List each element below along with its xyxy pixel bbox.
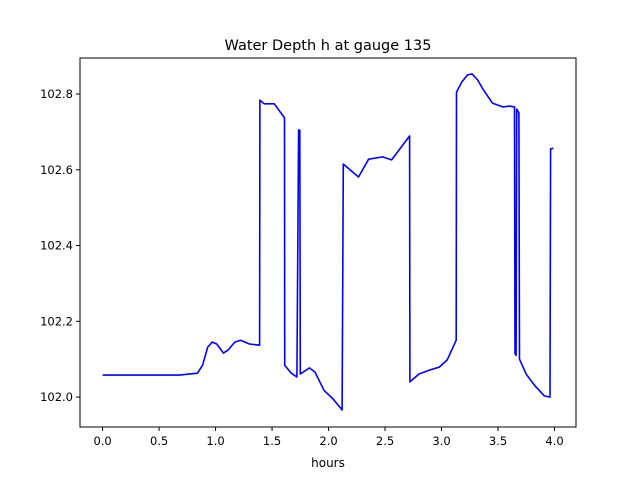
- chart-title: Water Depth h at gauge 135: [225, 38, 432, 54]
- x-tick-label: 4.0: [545, 434, 563, 448]
- x-axis: 0.0 0.5 1.0 1.5 2.0 2.5 3.0 3.5 4.0: [93, 427, 564, 448]
- x-tick-label: 1.5: [263, 434, 281, 448]
- x-tick-label: 2.0: [319, 434, 337, 448]
- axes-frame: [79, 57, 577, 428]
- plot-area: [102, 73, 554, 411]
- x-axis-label: hours: [311, 456, 345, 470]
- x-tick-label: 3.5: [489, 434, 507, 448]
- series-line-h: [102, 73, 554, 411]
- y-tick-label: 102.2: [40, 314, 73, 328]
- y-tick-label: 102.0: [40, 390, 73, 404]
- y-tick-label: 102.4: [40, 239, 73, 253]
- x-tick-label: 1.0: [206, 434, 224, 448]
- x-tick-label: 0.0: [93, 434, 111, 448]
- x-tick-label: 2.5: [376, 434, 394, 448]
- x-tick-label: 3.0: [432, 434, 450, 448]
- x-tick-label: 0.5: [150, 434, 168, 448]
- y-axis: 102.0 102.2 102.4 102.6 102.8: [40, 87, 80, 404]
- y-tick-label: 102.8: [40, 87, 73, 101]
- y-tick-label: 102.6: [40, 163, 73, 177]
